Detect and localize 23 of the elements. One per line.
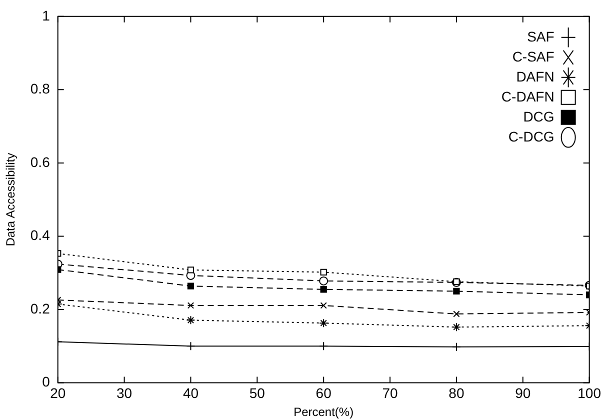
legend-label: C-SAF xyxy=(512,48,554,64)
x-tick-label: 60 xyxy=(316,385,332,402)
legend-label: DAFN xyxy=(516,68,554,84)
x-tick-label: 30 xyxy=(116,385,132,402)
x-tick-label: 80 xyxy=(448,385,464,402)
x-tick-label: 50 xyxy=(249,385,266,402)
legend-label: SAF xyxy=(527,28,554,44)
legend-label: C-DCG xyxy=(508,128,554,144)
y-tick-label: 0 xyxy=(42,374,50,390)
x-tick-label: 70 xyxy=(382,385,398,402)
y-axis-title: Data Accessibility xyxy=(4,152,18,246)
y-tick-label: 0.2 xyxy=(30,300,50,316)
x-tick-label: 100 xyxy=(578,385,602,402)
y-tick-label: 0.6 xyxy=(30,154,50,170)
y-tick-label: 1 xyxy=(42,7,50,24)
x-tick-label: 90 xyxy=(515,385,531,402)
legend-label: C-DAFN xyxy=(501,88,554,104)
legend-label: DCG xyxy=(523,108,554,124)
x-tick-label: 40 xyxy=(182,385,199,402)
y-tick-label: 0.8 xyxy=(30,80,50,97)
x-axis-title: Percent(%) xyxy=(294,405,354,420)
x-tick-label: 20 xyxy=(50,385,66,402)
y-tick-label: 0.4 xyxy=(30,227,50,244)
